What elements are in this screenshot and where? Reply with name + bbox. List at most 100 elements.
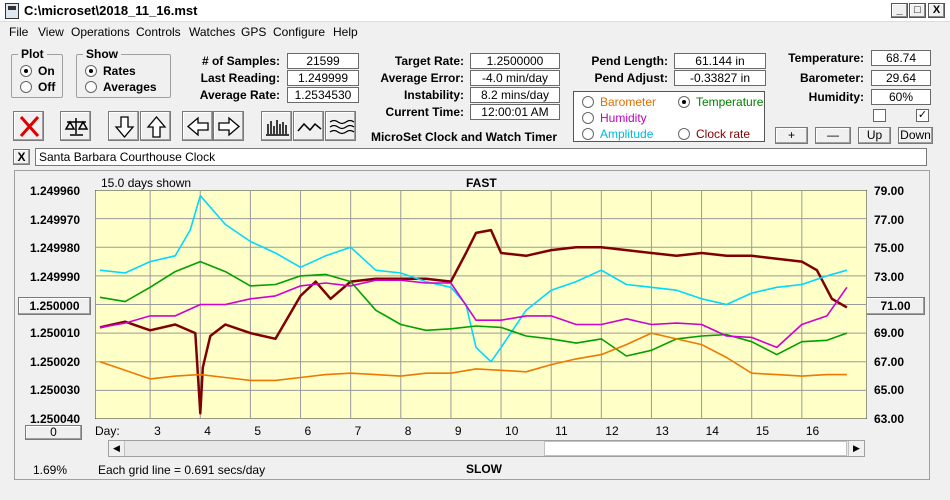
sensor-temperature-radio[interactable]: Temperature xyxy=(678,95,763,109)
x-tick-label: 14 xyxy=(705,424,719,438)
line-view-button[interactable] xyxy=(293,111,324,141)
arrow-down-button[interactable] xyxy=(108,111,139,141)
grid xyxy=(95,190,867,419)
x-tick-label: 3 xyxy=(154,424,161,438)
app-caption: MicroSet Clock and Watch Timer xyxy=(370,130,558,144)
plus-button[interactable]: + xyxy=(775,127,808,144)
sensor-humidity-radio[interactable]: Humidity xyxy=(582,111,647,125)
chart-label-slow: SLOW xyxy=(466,462,502,476)
y-right-tick: 75.00 xyxy=(874,241,905,255)
x-tick-label: 15 xyxy=(755,424,770,438)
arrow-left-icon xyxy=(186,116,209,137)
menu-file[interactable]: File xyxy=(9,25,29,39)
average-error-label: Average Error: xyxy=(380,71,464,85)
horizontal-scrollbar[interactable]: ◀ ▶ xyxy=(108,440,865,457)
minus-button[interactable]: — xyxy=(815,127,851,144)
arrow-left-button[interactable] xyxy=(182,111,213,141)
wave-view-button[interactable] xyxy=(325,111,356,141)
menu-controls[interactable]: Controls xyxy=(136,25,181,39)
average-rate-value: 1.2534530 xyxy=(287,87,359,103)
sensor-humidity-label: Humidity xyxy=(600,111,647,125)
bar-view-button[interactable] xyxy=(261,111,292,141)
pend-adjust-value: -0.33827 in xyxy=(674,70,766,86)
plot-group-title: Plot xyxy=(18,47,47,61)
sensor-barometer-radio[interactable]: Barometer xyxy=(582,95,656,109)
scroll-left-icon[interactable]: ◀ xyxy=(109,441,125,456)
app-icon[interactable] xyxy=(5,3,19,19)
plot-off-radio[interactable]: Off xyxy=(20,80,55,94)
arrow-right-icon xyxy=(218,116,241,137)
sensor-select-box xyxy=(573,91,765,142)
humidity-value: 60% xyxy=(871,89,931,105)
checkbox-left[interactable] xyxy=(873,109,886,122)
x-tick-label: 10 xyxy=(505,424,519,438)
barometer-value: 29.64 xyxy=(871,70,931,86)
arrow-right-button[interactable] xyxy=(213,111,244,141)
menu-view[interactable]: View xyxy=(38,25,64,39)
series-line-barometer xyxy=(99,332,847,382)
maximize-button[interactable]: □ xyxy=(909,3,926,18)
sensor-amplitude-radio[interactable]: Amplitude xyxy=(582,127,653,141)
scroll-right-icon[interactable]: ▶ xyxy=(848,441,864,456)
menu-gps[interactable]: GPS xyxy=(241,25,267,39)
x-tick-label: 6 xyxy=(304,424,312,438)
instability-label: Instability: xyxy=(403,88,464,102)
y-left-tick: 1.249980 xyxy=(30,241,81,255)
radio-icon xyxy=(582,112,594,124)
checkbox-right[interactable]: ✓ xyxy=(916,109,929,122)
minimize-button[interactable]: _ xyxy=(891,3,908,18)
scales-icon xyxy=(64,118,89,136)
series-line-temperature xyxy=(99,260,848,357)
center-rate-button[interactable]: 1.250000 xyxy=(18,297,91,315)
balance-button[interactable] xyxy=(60,111,91,141)
y-right-tick: 63.00 xyxy=(874,412,905,426)
radio-icon xyxy=(85,81,97,93)
show-group: Show xyxy=(76,47,171,98)
y-left-tick: 1.250040 xyxy=(30,412,81,426)
menu-help[interactable]: Help xyxy=(333,25,358,39)
sensor-clock-rate-label: Clock rate xyxy=(696,127,751,141)
instability-value: 8.2 mins/day xyxy=(470,87,560,103)
grid-note: Each grid line = 0.691 secs/day xyxy=(98,463,266,477)
plot-group: Plot xyxy=(11,47,63,98)
plot-on-radio[interactable]: On xyxy=(20,64,55,78)
menu-configure[interactable]: Configure xyxy=(273,25,326,39)
days-shown-label: 15.0 days shown xyxy=(101,176,192,190)
last-reading-value: 1.249999 xyxy=(287,70,359,86)
plot-on-label: On xyxy=(38,64,55,78)
close-window-button[interactable]: X xyxy=(928,3,945,18)
up-button[interactable]: Up xyxy=(858,127,891,144)
show-averages-label: Averages xyxy=(103,80,157,94)
x-axis-label: Day: xyxy=(95,424,120,438)
close-watch-button[interactable]: X xyxy=(13,149,30,165)
x-tick-label: 16 xyxy=(805,424,820,438)
bars-icon xyxy=(266,120,289,136)
down-button[interactable]: Down xyxy=(898,127,933,144)
delete-button[interactable] xyxy=(13,111,44,141)
radio-selected-icon xyxy=(678,96,690,108)
average-error-value: -4.0 min/day xyxy=(470,70,560,86)
show-averages-radio[interactable]: Averages xyxy=(85,80,157,94)
sensor-clock-rate-radio[interactable]: Clock rate xyxy=(678,127,750,141)
watch-name-field[interactable]: Santa Barbara Courthouse Clock xyxy=(35,148,927,166)
y-left-tick: 1.250010 xyxy=(30,326,81,340)
pend-adjust-label: Pend Adjust: xyxy=(594,71,668,85)
current-time-value: 12:00:01 AM xyxy=(470,104,560,120)
arrow-up-button[interactable] xyxy=(140,111,171,141)
show-rates-label: Rates xyxy=(103,64,136,78)
plot-off-label: Off xyxy=(38,80,56,94)
average-rate-label: Average Rate: xyxy=(199,88,280,102)
menu-watches[interactable]: Watches xyxy=(189,25,236,39)
scroll-thumb[interactable] xyxy=(544,441,847,456)
radio-icon xyxy=(582,96,594,108)
x-tick-label: 9 xyxy=(454,424,462,438)
menu-operations[interactable]: Operations xyxy=(71,25,130,39)
temperature-label: Temperature: xyxy=(788,51,864,65)
percent-value: 1.69% xyxy=(33,463,68,477)
center-sensor-button[interactable]: 71.00 xyxy=(866,297,925,315)
y-right-tick: 65.00 xyxy=(874,383,905,397)
series-line-clock-rate xyxy=(99,228,848,415)
show-rates-radio[interactable]: Rates xyxy=(85,64,136,78)
y-left-tick: 1.249970 xyxy=(30,213,81,227)
offset-button[interactable]: 0 xyxy=(25,425,82,440)
